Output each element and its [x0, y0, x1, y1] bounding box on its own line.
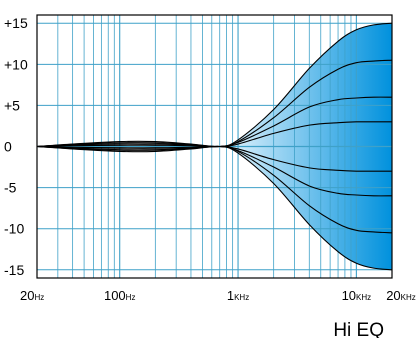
x-tick-label: 1KHz — [227, 288, 249, 303]
x-tick-label: 20Hz — [20, 288, 44, 303]
x-tick-number: 20 — [20, 288, 34, 303]
chart-title: Hi EQ — [333, 320, 384, 338]
eq-curve-3 — [36, 96, 393, 148]
x-tick-number: 20 — [386, 288, 400, 303]
plot-border — [36, 14, 393, 279]
eq-curve-2 — [36, 59, 393, 148]
x-tick-unit: KHz — [356, 293, 371, 302]
y-tick-label: +5 — [4, 97, 20, 113]
eq-curve-8 — [36, 145, 393, 271]
eq-curve-5 — [36, 145, 392, 172]
y-tick-label: 0 — [4, 139, 12, 155]
x-tick-label: 10KHz — [342, 288, 372, 303]
y-tick-label: -15 — [4, 262, 24, 278]
y-tick-label: +10 — [4, 56, 28, 72]
eq-curve-1 — [36, 22, 393, 148]
x-tick-unit: Hz — [34, 293, 44, 302]
x-tick-number: 10 — [342, 288, 356, 303]
x-tick-unit: KHz — [401, 293, 416, 302]
y-tick-label: -5 — [4, 180, 17, 196]
y-tick-label: +15 — [4, 15, 28, 31]
x-tick-label: 100Hz — [104, 288, 135, 303]
eq-curve-6 — [36, 145, 393, 197]
x-tick-label: 20KHz — [386, 288, 416, 303]
y-tick-labels: +15 +10 +5 0 -5 -10 -15 — [4, 15, 28, 278]
x-tick-number: 1 — [227, 288, 234, 303]
y-tick-label: -10 — [4, 221, 24, 237]
x-tick-unit: Hz — [126, 293, 136, 302]
eq-curve-4 — [36, 121, 392, 148]
x-tick-labels: 20Hz 100Hz 1KHz 10KHz 20KHz — [20, 288, 416, 303]
eq-curve-7 — [36, 145, 393, 234]
x-tick-unit: KHz — [234, 293, 249, 302]
x-tick-number: 100 — [104, 288, 126, 303]
curve-layer — [36, 22, 393, 271]
